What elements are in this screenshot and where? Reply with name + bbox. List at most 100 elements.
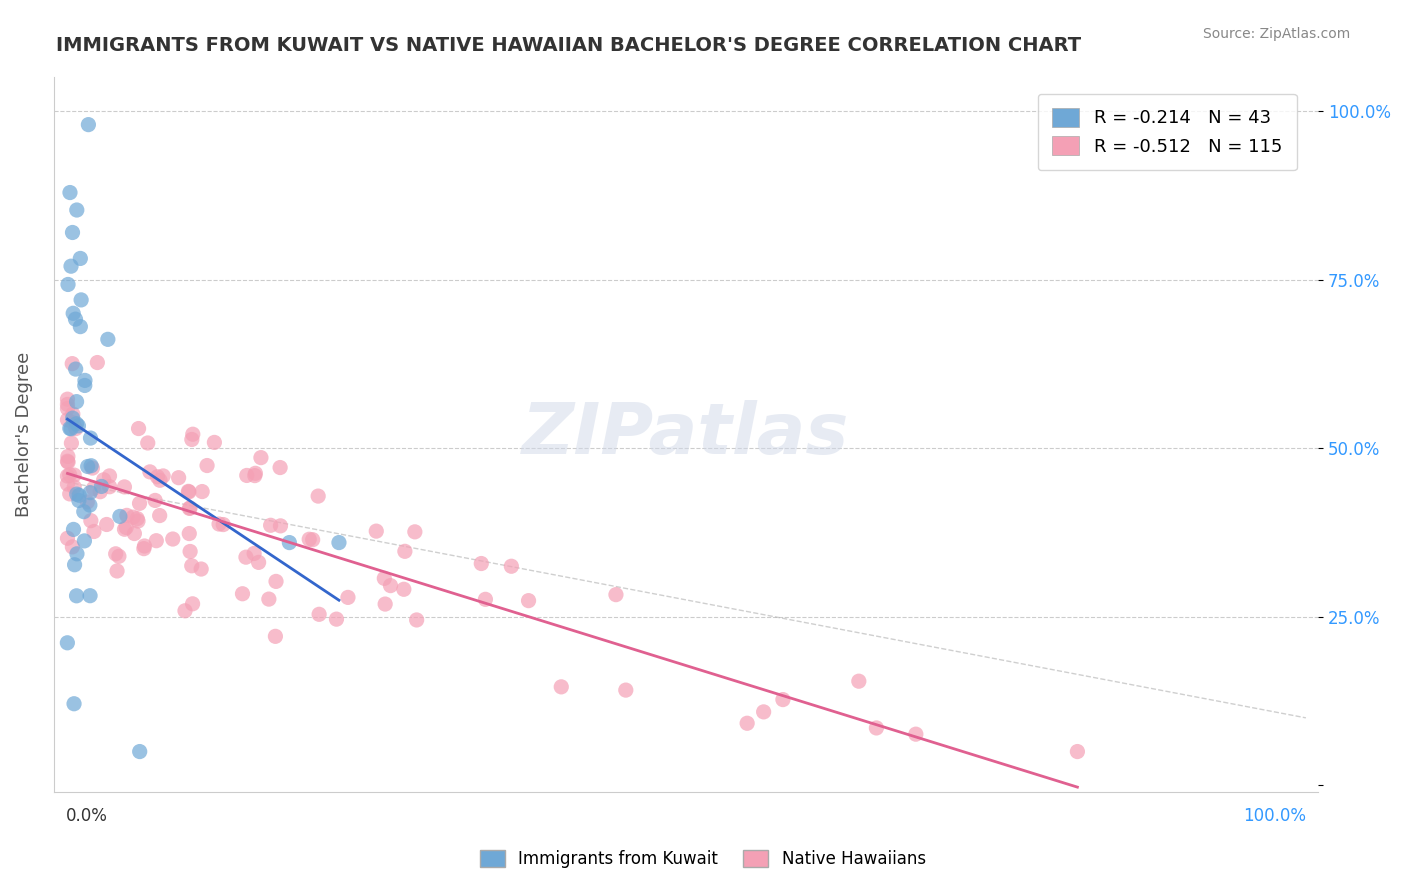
Point: [179, 501, 201, 516]
Point: [70, 293, 93, 307]
Point: [79, 498, 101, 512]
Point: [392, 582, 415, 597]
Point: [60, 357, 83, 371]
Point: [63, 558, 86, 572]
Point: [82, 482, 104, 496]
Point: [848, 674, 870, 689]
Point: [181, 597, 204, 611]
Point: [752, 705, 775, 719]
Point: [97, 332, 120, 346]
Point: [180, 433, 202, 447]
Point: [114, 480, 136, 494]
Point: [60, 540, 83, 554]
Point: [80, 514, 103, 528]
Point: [63, 468, 86, 483]
Point: [614, 683, 637, 698]
Point: [56, 454, 79, 468]
Point: [62, 407, 84, 421]
Point: [80, 458, 103, 473]
Point: [404, 524, 426, 539]
Point: [474, 592, 496, 607]
Point: [127, 514, 149, 528]
Point: [308, 607, 330, 622]
Point: [108, 509, 131, 524]
Legend: R = -0.214   N = 43, R = -0.512   N = 115: R = -0.214 N = 43, R = -0.512 N = 115: [1038, 94, 1296, 170]
Point: [772, 692, 794, 706]
Point: [179, 526, 201, 541]
Point: [243, 468, 266, 483]
Point: [328, 535, 350, 549]
Point: [149, 508, 172, 523]
Point: [63, 480, 86, 494]
Point: [132, 541, 155, 556]
Point: [56, 397, 79, 411]
Point: [162, 532, 184, 546]
Point: [79, 431, 101, 445]
Point: [191, 484, 214, 499]
Legend: Immigrants from Kuwait, Native Hawaiians: Immigrants from Kuwait, Native Hawaiians: [474, 843, 932, 875]
Point: [79, 485, 101, 500]
Point: [236, 468, 259, 483]
Point: [374, 597, 396, 611]
Point: [62, 226, 84, 240]
Text: ZIPatlas: ZIPatlas: [523, 401, 849, 469]
Point: [93, 473, 115, 487]
Text: 100.0%: 100.0%: [1243, 806, 1306, 824]
Point: [250, 450, 273, 465]
Y-axis label: Bachelor's Degree: Bachelor's Degree: [15, 352, 32, 517]
Point: [115, 520, 138, 534]
Point: [60, 436, 83, 450]
Point: [904, 727, 927, 741]
Point: [179, 544, 201, 558]
Point: [301, 533, 323, 547]
Point: [128, 496, 150, 510]
Point: [122, 510, 145, 524]
Point: [59, 467, 82, 482]
Point: [66, 487, 89, 501]
Point: [76, 459, 98, 474]
Text: IMMIGRANTS FROM KUWAIT VS NATIVE HAWAIIAN BACHELOR'S DEGREE CORRELATION CHART: IMMIGRANTS FROM KUWAIT VS NATIVE HAWAIIA…: [56, 36, 1081, 54]
Point: [114, 522, 136, 536]
Point: [212, 517, 235, 532]
Point: [259, 518, 281, 533]
Point: [104, 547, 127, 561]
Point: [231, 587, 253, 601]
Point: [56, 401, 79, 416]
Point: [325, 612, 347, 626]
Point: [181, 427, 204, 442]
Point: [56, 392, 79, 406]
Point: [83, 524, 105, 539]
Point: [62, 306, 84, 320]
Point: [73, 378, 96, 392]
Point: [62, 416, 84, 430]
Point: [69, 319, 91, 334]
Point: [124, 526, 146, 541]
Point: [195, 458, 218, 473]
Point: [56, 469, 79, 483]
Point: [517, 593, 540, 607]
Point: [56, 413, 79, 427]
Point: [67, 493, 90, 508]
Point: [86, 355, 108, 369]
Point: [735, 716, 758, 731]
Point: [139, 465, 162, 479]
Point: [59, 421, 82, 435]
Point: [82, 461, 104, 475]
Point: [108, 549, 131, 564]
Point: [73, 533, 96, 548]
Point: [98, 469, 121, 483]
Point: [134, 539, 156, 553]
Point: [269, 519, 291, 533]
Point: [149, 473, 172, 487]
Point: [60, 259, 83, 273]
Point: [65, 362, 87, 376]
Point: [60, 422, 83, 436]
Point: [257, 592, 280, 607]
Point: [56, 450, 79, 464]
Point: [89, 484, 111, 499]
Point: [167, 471, 190, 485]
Point: [128, 421, 150, 435]
Point: [336, 591, 359, 605]
Point: [128, 745, 150, 759]
Point: [56, 277, 79, 292]
